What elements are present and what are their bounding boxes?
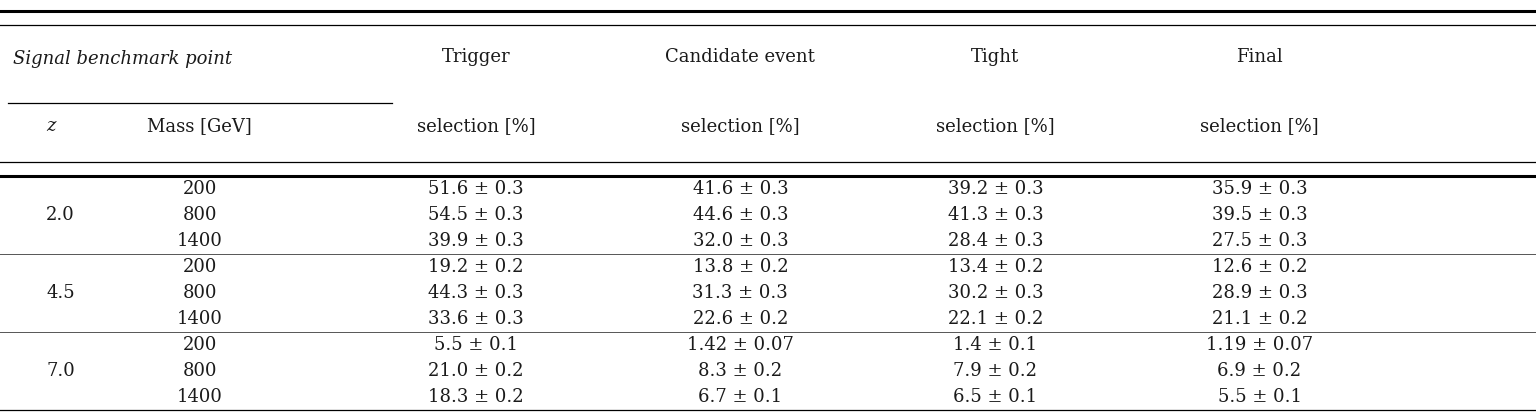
Text: 28.9 ± 0.3: 28.9 ± 0.3 [1212, 284, 1307, 302]
Text: 21.0 ± 0.2: 21.0 ± 0.2 [429, 362, 524, 380]
Text: 32.0 ± 0.3: 32.0 ± 0.3 [693, 232, 788, 250]
Text: 44.3 ± 0.3: 44.3 ± 0.3 [429, 284, 524, 302]
Text: Signal benchmark point: Signal benchmark point [14, 50, 232, 68]
Text: 39.5 ± 0.3: 39.5 ± 0.3 [1212, 206, 1307, 224]
Text: 12.6 ± 0.2: 12.6 ± 0.2 [1212, 258, 1307, 276]
Text: 200: 200 [183, 336, 217, 354]
Text: 19.2 ± 0.2: 19.2 ± 0.2 [429, 258, 524, 276]
Text: Mass [GeV]: Mass [GeV] [147, 117, 252, 135]
Text: 200: 200 [183, 258, 217, 276]
Text: 7.9 ± 0.2: 7.9 ± 0.2 [954, 362, 1037, 380]
Text: 39.2 ± 0.3: 39.2 ± 0.3 [948, 180, 1043, 198]
Text: Trigger: Trigger [442, 48, 510, 66]
Text: 39.9 ± 0.3: 39.9 ± 0.3 [429, 232, 524, 250]
Text: selection [%]: selection [%] [935, 117, 1055, 135]
Text: 7.0: 7.0 [46, 362, 75, 380]
Text: z: z [46, 117, 55, 135]
Text: 1400: 1400 [177, 232, 223, 250]
Text: 31.3 ± 0.3: 31.3 ± 0.3 [693, 284, 788, 302]
Text: 8.3 ± 0.2: 8.3 ± 0.2 [699, 362, 782, 380]
Text: 1.19 ± 0.07: 1.19 ± 0.07 [1206, 336, 1313, 354]
Text: 6.7 ± 0.1: 6.7 ± 0.1 [699, 388, 782, 406]
Text: 1400: 1400 [177, 310, 223, 328]
Text: 41.3 ± 0.3: 41.3 ± 0.3 [948, 206, 1043, 224]
Text: 22.1 ± 0.2: 22.1 ± 0.2 [948, 310, 1043, 328]
Text: 1.4 ± 0.1: 1.4 ± 0.1 [954, 336, 1037, 354]
Text: 35.9 ± 0.3: 35.9 ± 0.3 [1212, 180, 1307, 198]
Text: 5.5 ± 0.1: 5.5 ± 0.1 [1218, 388, 1301, 406]
Text: 800: 800 [183, 284, 217, 302]
Text: 30.2 ± 0.3: 30.2 ± 0.3 [948, 284, 1043, 302]
Text: selection [%]: selection [%] [680, 117, 800, 135]
Text: 28.4 ± 0.3: 28.4 ± 0.3 [948, 232, 1043, 250]
Text: 6.5 ± 0.1: 6.5 ± 0.1 [954, 388, 1037, 406]
Text: selection [%]: selection [%] [1200, 117, 1319, 135]
Text: 800: 800 [183, 206, 217, 224]
Text: 54.5 ± 0.3: 54.5 ± 0.3 [429, 206, 524, 224]
Text: 6.9 ± 0.2: 6.9 ± 0.2 [1218, 362, 1301, 380]
Text: 33.6 ± 0.3: 33.6 ± 0.3 [429, 310, 524, 328]
Text: 27.5 ± 0.3: 27.5 ± 0.3 [1212, 232, 1307, 250]
Text: Candidate event: Candidate event [665, 48, 816, 66]
Text: 200: 200 [183, 180, 217, 198]
Text: 22.6 ± 0.2: 22.6 ± 0.2 [693, 310, 788, 328]
Text: 2.0: 2.0 [46, 206, 75, 224]
Text: Final: Final [1236, 48, 1283, 66]
Text: 800: 800 [183, 362, 217, 380]
Text: Tight: Tight [971, 48, 1020, 66]
Text: 4.5: 4.5 [46, 284, 75, 302]
Text: 1.42 ± 0.07: 1.42 ± 0.07 [687, 336, 794, 354]
Text: 21.1 ± 0.2: 21.1 ± 0.2 [1212, 310, 1307, 328]
Text: 1400: 1400 [177, 388, 223, 406]
Text: 41.6 ± 0.3: 41.6 ± 0.3 [693, 180, 788, 198]
Text: 5.5 ± 0.1: 5.5 ± 0.1 [435, 336, 518, 354]
Text: 13.8 ± 0.2: 13.8 ± 0.2 [693, 258, 788, 276]
Text: 44.6 ± 0.3: 44.6 ± 0.3 [693, 206, 788, 224]
Text: 13.4 ± 0.2: 13.4 ± 0.2 [948, 258, 1043, 276]
Text: 18.3 ± 0.2: 18.3 ± 0.2 [429, 388, 524, 406]
Text: 51.6 ± 0.3: 51.6 ± 0.3 [429, 180, 524, 198]
Text: selection [%]: selection [%] [416, 117, 536, 135]
